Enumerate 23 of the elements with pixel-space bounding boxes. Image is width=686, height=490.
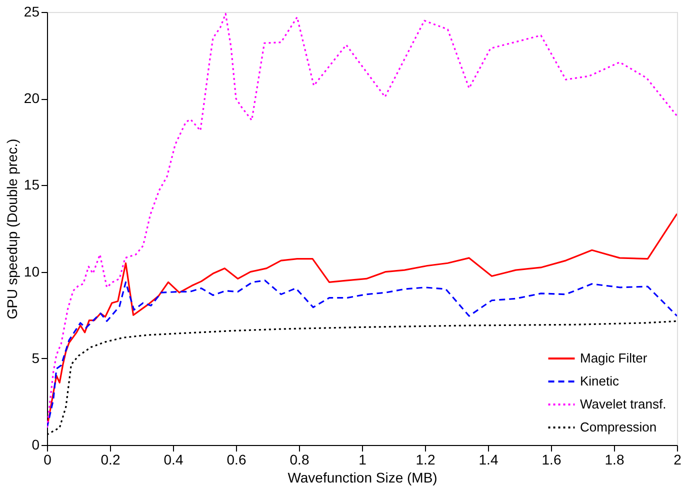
x-tick-label: 0.8	[290, 452, 310, 468]
y-axis-title: GPU speedup (Double prec.)	[4, 138, 20, 320]
x-tick-label: 0	[44, 452, 52, 468]
y-tick-label: 10	[24, 263, 40, 280]
x-tick-label: 2	[674, 452, 682, 468]
y-tick-label: 5	[32, 350, 40, 366]
legend-label: Compression	[580, 420, 657, 434]
y-tick-label: 20	[24, 90, 40, 106]
x-tick-label: 0.4	[164, 452, 184, 468]
x-tick-label: 0.6	[226, 452, 246, 468]
legend-label: Magic Filter	[580, 350, 648, 366]
x-tick-label: 1.2	[416, 452, 436, 468]
legend-label: Wavelet transf.	[580, 396, 666, 412]
x-tick-label: 1.6	[542, 452, 562, 468]
y-tick-label: 25	[24, 4, 40, 20]
y-tick-label: 0	[32, 436, 40, 452]
y-tick-label: 15	[24, 176, 40, 193]
x-axis-title: Wavefunction Size (MB)	[288, 470, 438, 486]
x-tick-label: 1	[358, 452, 367, 468]
x-tick-label: 1.8	[604, 452, 624, 468]
x-tick-label: 0.2	[100, 452, 120, 468]
legend-label: Kinetic	[580, 374, 620, 388]
x-tick-label: 1.4	[478, 452, 498, 468]
